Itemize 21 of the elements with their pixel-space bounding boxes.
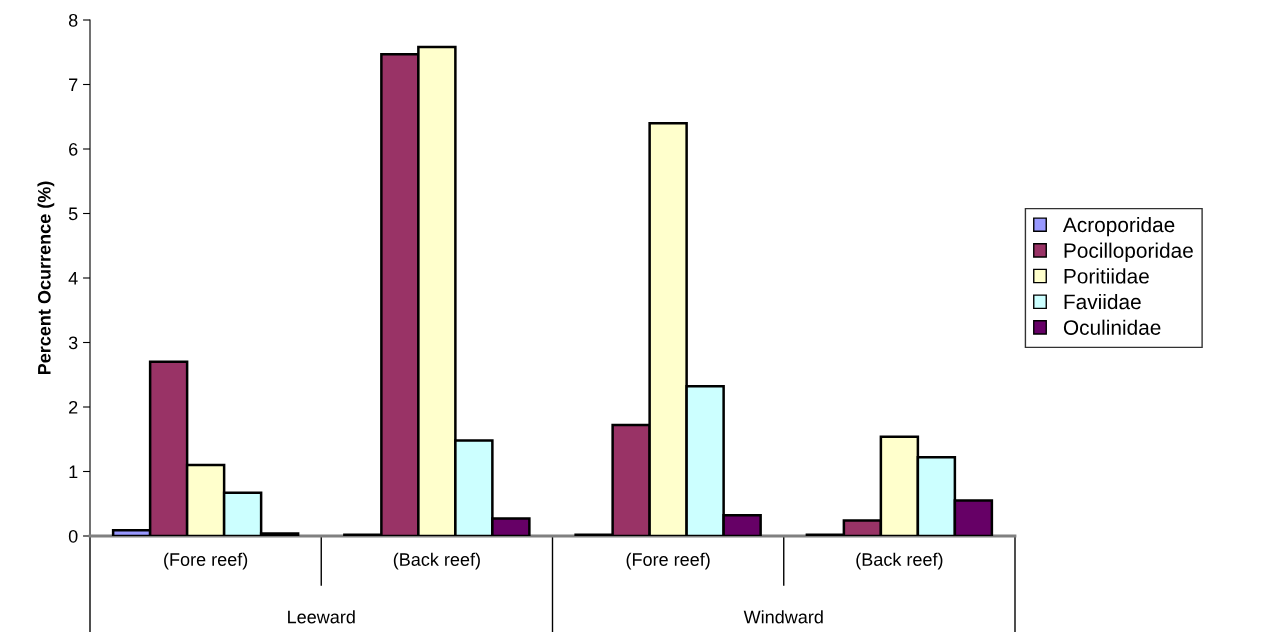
y-tick-label: 4 (68, 272, 78, 285)
y-tick-label: 3 (68, 336, 78, 350)
legend-label: Pocilloporidae (1064, 242, 1193, 263)
y-tick-label: 0 (68, 529, 78, 543)
x-tick-label: (Back reef) (856, 552, 943, 570)
x-tick-label: (Fore reef) (626, 552, 710, 570)
y-tick-label: 8 (68, 13, 78, 27)
y-tick-label: 1 (69, 465, 78, 479)
legend-label: Poritiidae (1064, 268, 1149, 284)
legend-label: Oculinidae (1063, 319, 1161, 335)
text: Windward (743, 610, 823, 624)
legend-label: Acroporidae (1062, 216, 1175, 237)
legend-label: Faviidae (1064, 293, 1141, 310)
x-tick-label: (Fore reef) (164, 552, 248, 570)
y-tick-label: 6 (69, 142, 78, 156)
y-tick-label: 5 (68, 207, 78, 221)
y-tick-label: 2 (69, 400, 78, 414)
text: Leeward (288, 610, 355, 624)
x-tick-label: (Back reef) (393, 552, 480, 570)
y-tick-label: 7 (69, 78, 78, 92)
y-axis-title: Percent Ocurrence (%) (37, 181, 55, 375)
